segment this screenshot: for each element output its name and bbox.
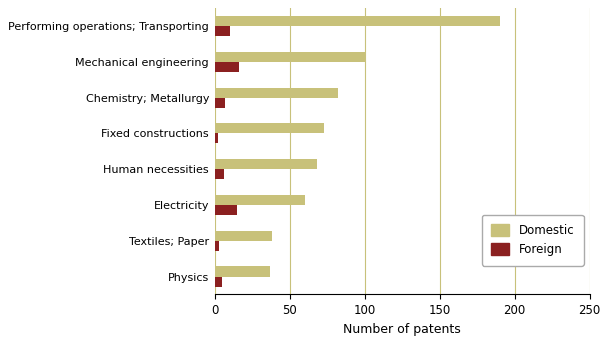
X-axis label: Number of patents: Number of patents	[343, 323, 461, 336]
Bar	[214, 267, 270, 277]
Bar	[214, 195, 304, 205]
Bar	[214, 277, 222, 287]
Bar	[214, 98, 225, 108]
Bar	[214, 205, 237, 215]
Bar	[214, 16, 499, 26]
Legend: Domestic, Foreign: Domestic, Foreign	[482, 215, 583, 266]
Bar	[214, 169, 224, 179]
Bar	[214, 241, 219, 251]
Bar	[214, 123, 324, 133]
Bar	[214, 133, 217, 143]
Bar	[214, 26, 230, 36]
Bar	[214, 231, 272, 241]
Bar	[214, 62, 239, 72]
Bar	[214, 52, 365, 62]
Bar	[214, 159, 317, 169]
Bar	[214, 88, 337, 98]
